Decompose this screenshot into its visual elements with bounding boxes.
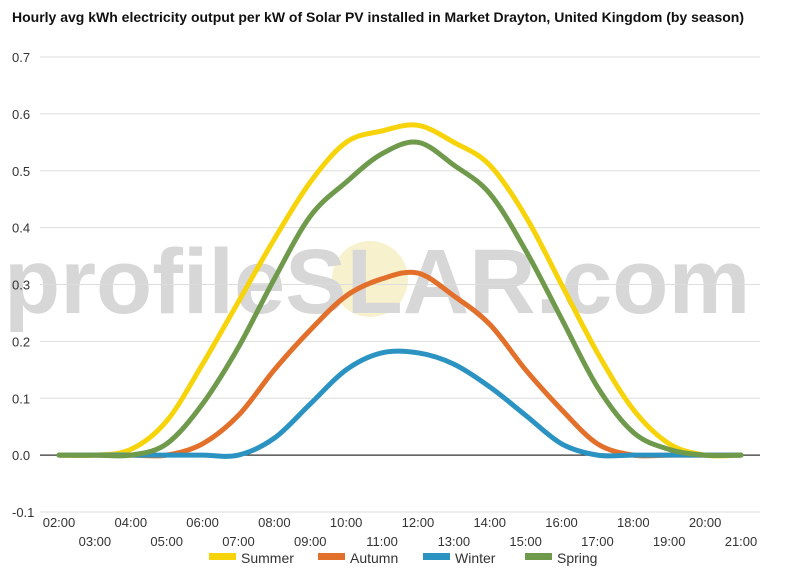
legend-swatch-winter (423, 553, 450, 560)
y-tick-label: 0.5 (12, 164, 30, 179)
y-tick-label: -0.1 (12, 505, 34, 520)
y-tick-label: 0.2 (12, 334, 30, 349)
legend-label-winter: Winter (455, 550, 496, 566)
x-tick-label: 02:00 (43, 515, 76, 530)
y-tick-label: 0.6 (12, 107, 30, 122)
x-tick-label: 04:00 (115, 515, 148, 530)
series-line-winter (56, 348, 744, 459)
legend-swatch-summer (209, 553, 236, 560)
x-tick-label: 07:00 (222, 534, 255, 549)
series-line-summer (56, 122, 744, 459)
legend: Summer Autumn Winter Spring (209, 550, 597, 566)
x-tick-label: 12:00 (402, 515, 435, 530)
x-tick-label: 03:00 (79, 534, 112, 549)
series-lines (56, 122, 744, 459)
x-tick-label: 17:00 (581, 534, 614, 549)
x-tick-label: 19:00 (653, 534, 686, 549)
x-tick-label: 10:00 (330, 515, 363, 530)
x-tick-label: 06:00 (186, 515, 219, 530)
chart-title: Hourly avg kWh electricity output per kW… (12, 9, 744, 25)
x-tick-label: 21:00 (725, 534, 758, 549)
legend-label-spring: Spring (557, 550, 597, 566)
y-tick-label: 0.3 (12, 278, 30, 293)
y-tick-label: 0.0 (12, 448, 30, 463)
watermark-text: profileSLAR.com (4, 231, 750, 333)
x-tick-label: 15:00 (509, 534, 542, 549)
x-tick-label: 13:00 (438, 534, 471, 549)
y-tick-label: 0.7 (12, 50, 30, 65)
legend-swatch-spring (525, 553, 552, 560)
x-tick-label: 18:00 (617, 515, 650, 530)
x-tick-label: 16:00 (545, 515, 578, 530)
x-tick-label: 11:00 (366, 534, 398, 549)
series-line-spring (56, 139, 744, 459)
x-tick-label: 14:00 (473, 515, 506, 530)
legend-label-summer: Summer (241, 550, 294, 566)
legend-label-autumn: Autumn (350, 550, 398, 566)
y-tick-label: 0.1 (12, 391, 30, 406)
x-tick-label: 05:00 (150, 534, 183, 549)
y-axis-ticks: -0.1 0.0 0.1 0.2 0.3 0.4 0.5 0.6 0.7 (12, 50, 34, 520)
watermark-sun-icon (332, 241, 408, 317)
x-axis-ticks: 02:0003:0004:0005:0006:0007:0008:0009:00… (43, 515, 758, 549)
x-tick-label: 09:00 (294, 534, 327, 549)
watermark: profileSLAR.com (4, 231, 750, 333)
legend-swatch-autumn (318, 553, 345, 560)
x-tick-label: 20:00 (689, 515, 722, 530)
y-tick-label: 0.4 (12, 221, 30, 236)
x-tick-label: 08:00 (258, 515, 291, 530)
